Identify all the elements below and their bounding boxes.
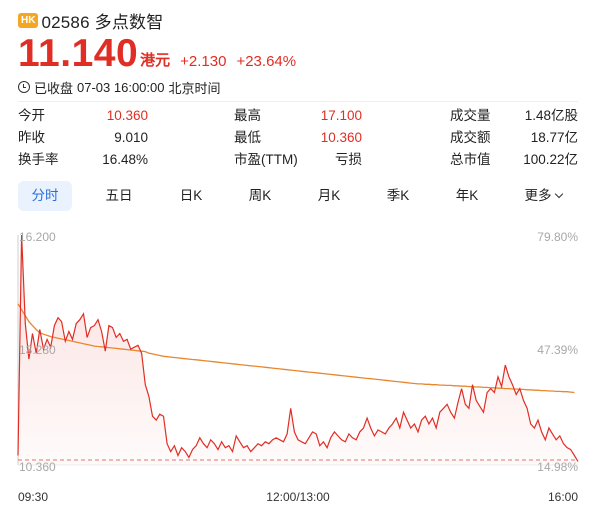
- x-tick-label: 12:00/13:00: [266, 490, 330, 504]
- stat-label: 市盈(TTM): [234, 152, 298, 167]
- market-state: 已收盘: [34, 80, 74, 96]
- avg-price-line: [17, 303, 575, 394]
- tab-yearly-k[interactable]: 年K: [455, 188, 479, 203]
- last-price: 11.140: [18, 32, 139, 75]
- stats-row: 换手率 16.48% 市盈(TTM) 亏损 总市值 100.22亿: [18, 150, 578, 172]
- stock-title: 02586 多点数智: [41, 12, 164, 32]
- price-line: [17, 234, 579, 462]
- x-tick-label: 09:30: [18, 490, 48, 504]
- y-tick-label-right: 79.80%: [537, 230, 578, 244]
- tab-monthly-k[interactable]: 月K: [317, 188, 341, 203]
- tab-more[interactable]: 更多: [512, 181, 574, 211]
- currency-label: 港元: [140, 52, 171, 69]
- intraday-chart[interactable]: 16.200 13.280 10.360 79.80% 47.39% 14.98% 09:3…: [0, 225, 596, 511]
- stat-label: 昨收: [18, 130, 45, 145]
- stat-value: 100.22亿: [523, 152, 578, 167]
- tab-intraday[interactable]: 分时: [18, 181, 72, 211]
- stat-value: 18.77亿: [530, 130, 578, 145]
- chevron-down-icon: [554, 189, 563, 199]
- stat-value: 16.48%: [102, 152, 148, 167]
- status-datetime: 07-03 16:00:00: [77, 79, 165, 95]
- stat-label: 最低: [234, 130, 261, 145]
- clock-icon: [18, 81, 30, 93]
- tab-more-label: 更多: [524, 188, 552, 203]
- stat-value: 1.48亿股: [524, 108, 578, 123]
- market-status: 已收盘 07-03 16:00:00 北京时间: [18, 79, 225, 96]
- price-row: 11.140 港元 +2.130 +23.64%: [18, 30, 296, 74]
- stat-value: 亏损: [335, 152, 362, 167]
- stat-value: 17.100: [320, 108, 362, 123]
- tab-weekly-k[interactable]: 周K: [248, 188, 272, 203]
- tab-five-day[interactable]: 五日: [105, 188, 133, 203]
- tab-quarterly-k[interactable]: 季K: [386, 188, 410, 203]
- stat-label: 成交额: [450, 130, 491, 145]
- y-tick-label-right: 47.39%: [537, 343, 578, 357]
- stock-header: HK 02586 多点数智: [18, 10, 164, 32]
- stat-label: 换手率: [18, 152, 59, 167]
- price-area: [18, 235, 578, 465]
- y-tick-label-left: 16.200: [19, 230, 56, 244]
- stats-grid: 今开 10.360 最高 17.100 成交量 1.48亿股 昨收 9.010 …: [18, 106, 578, 172]
- stats-row: 今开 10.360 最高 17.100 成交量 1.48亿股: [18, 106, 578, 128]
- stats-row: 昨收 9.010 最低 10.360 成交额 18.77亿: [18, 128, 578, 150]
- stat-label: 总市值: [450, 152, 491, 167]
- stat-value: 10.360: [320, 130, 362, 145]
- period-tabs: 分时 五日 日K 周K 月K 季K 年K 更多: [18, 181, 578, 213]
- stat-label: 成交量: [450, 108, 491, 123]
- price-change: +2.130: [180, 53, 227, 70]
- price-change-percent: +23.64%: [236, 53, 297, 70]
- x-tick-label: 16:00: [548, 490, 578, 504]
- y-tick-label-left: 13.280: [19, 343, 56, 357]
- y-tick-label-left: 10.360: [19, 460, 56, 474]
- market-badge: HK: [18, 12, 39, 28]
- tab-daily-k[interactable]: 日K: [179, 188, 203, 203]
- y-tick-label-right: 14.98%: [537, 460, 578, 474]
- stat-value: 10.360: [106, 108, 148, 123]
- status-timezone: 北京时间: [168, 80, 221, 96]
- stat-label: 最高: [234, 108, 261, 123]
- stat-label: 今开: [18, 108, 45, 123]
- stat-value: 9.010: [114, 130, 148, 145]
- divider: [18, 101, 578, 102]
